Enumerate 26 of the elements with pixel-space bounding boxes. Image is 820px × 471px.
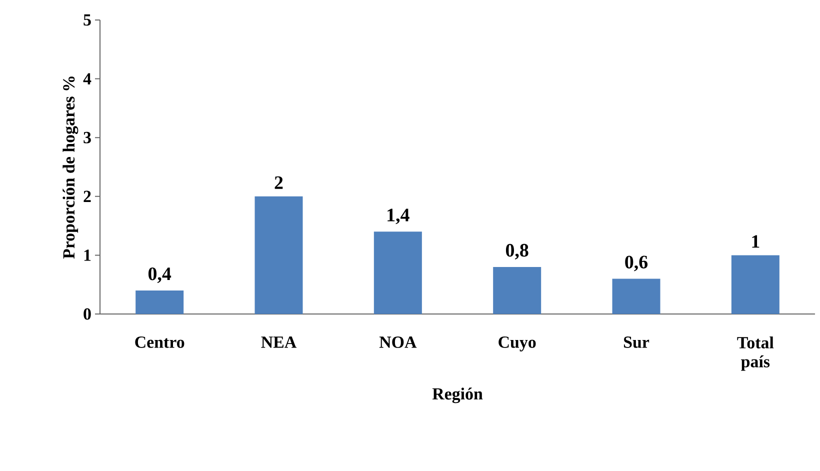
data-label: 1,4 bbox=[388, 208, 410, 224]
bar bbox=[136, 290, 184, 314]
data-label: 0,4 bbox=[148, 267, 172, 283]
bar bbox=[493, 266, 542, 314]
x-tick-label: NOA bbox=[379, 336, 417, 348]
data-label: 0,8 bbox=[506, 244, 528, 260]
bar bbox=[731, 255, 780, 314]
y-tick-label: 5 bbox=[84, 14, 91, 26]
x-axis-title: Región bbox=[432, 388, 483, 404]
x-tick-label: Cuyo bbox=[498, 336, 536, 352]
x-tick-label: Sur bbox=[624, 336, 650, 348]
y-tick-label: 0 bbox=[84, 308, 91, 320]
bar bbox=[374, 232, 422, 314]
y-tick-label: 1 bbox=[84, 250, 91, 261]
y-tick-label: 2 bbox=[84, 190, 91, 202]
x-tick-label: Centro bbox=[135, 336, 184, 348]
y-axis-title: Proporción de hogares % bbox=[62, 76, 78, 259]
x-tick-label: Total país bbox=[737, 336, 774, 371]
y-tick-label: 4 bbox=[83, 73, 92, 84]
bar bbox=[254, 196, 303, 314]
data-label: 0,6 bbox=[625, 256, 648, 272]
bar bbox=[612, 278, 660, 314]
x-tick-label: NEA bbox=[261, 336, 297, 348]
data-label: 1 bbox=[752, 235, 760, 248]
data-label: 2 bbox=[274, 176, 283, 189]
y-tick-label: 3 bbox=[84, 132, 91, 144]
